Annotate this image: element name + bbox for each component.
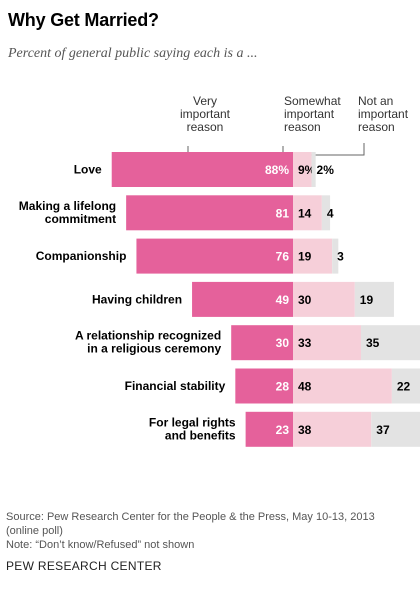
category-label: Making a lifelong commitment bbox=[19, 199, 116, 226]
legend-label-0: Very important reason bbox=[180, 94, 231, 134]
data-label: 30 bbox=[276, 336, 290, 350]
data-label: 3 bbox=[337, 250, 344, 264]
data-label: 33 bbox=[298, 336, 312, 350]
bar-segment-not bbox=[321, 195, 331, 231]
bar-segment-not bbox=[354, 281, 394, 317]
data-label: 88% bbox=[265, 163, 289, 177]
chart-subtitle: Percent of general public saying each is… bbox=[8, 46, 258, 61]
category-label: Love bbox=[74, 163, 102, 177]
bar-segment-somewhat bbox=[293, 411, 372, 447]
data-label: 30 bbox=[298, 293, 312, 307]
data-label: 9% bbox=[298, 163, 316, 177]
bar-segment-very bbox=[126, 195, 293, 231]
bar-segment-very bbox=[235, 368, 293, 404]
legend-leader-not bbox=[300, 143, 365, 156]
data-label: 22 bbox=[397, 380, 411, 394]
legend-label-2: Not an important reason bbox=[358, 94, 409, 134]
note: Note: “Don’t know/Refused” not shown bbox=[6, 539, 195, 551]
data-label: 76 bbox=[276, 250, 290, 264]
category-label: Companionship bbox=[36, 249, 127, 263]
source-line-1: Source: Pew Research Center for the Peop… bbox=[6, 511, 375, 523]
bar-segment-very bbox=[245, 411, 293, 447]
data-label: 19 bbox=[360, 293, 374, 307]
footer-credit: PEW RESEARCH CENTER bbox=[6, 559, 162, 573]
bar-segment-somewhat bbox=[293, 238, 333, 274]
category-label: For legal rights and benefits bbox=[149, 415, 236, 442]
data-label: 37 bbox=[376, 423, 390, 437]
bar-segment-somewhat bbox=[293, 368, 392, 404]
data-label: 28 bbox=[276, 380, 290, 394]
bar-segment-somewhat bbox=[293, 325, 361, 361]
category-label: A relationship recognized in a religious … bbox=[75, 329, 222, 356]
bar-segment-not bbox=[360, 325, 420, 361]
source-line-2: (online poll) bbox=[6, 525, 63, 537]
data-label: 19 bbox=[298, 250, 312, 264]
bar-segment-somewhat bbox=[293, 152, 312, 187]
data-label: 23 bbox=[276, 423, 290, 437]
data-label: 4 bbox=[327, 206, 334, 220]
legend-label-1: Somewhat important reason bbox=[284, 94, 341, 134]
bar-segment-not bbox=[332, 238, 339, 274]
bar-segment-somewhat bbox=[293, 281, 355, 317]
bar-segment-not bbox=[371, 411, 420, 447]
data-label: 2% bbox=[317, 163, 335, 177]
bar-segment-somewhat bbox=[293, 195, 322, 231]
bar-segment-very bbox=[136, 238, 293, 274]
bar-segment-not bbox=[391, 368, 420, 404]
chart-title: Why Get Married? bbox=[8, 10, 159, 30]
bar-segment-very bbox=[192, 281, 293, 317]
category-label: Having children bbox=[92, 292, 182, 306]
data-label: 35 bbox=[366, 336, 380, 350]
category-label: Financial stability bbox=[125, 379, 226, 393]
bar-segment-very bbox=[111, 152, 293, 187]
bar-segment-not bbox=[311, 152, 316, 187]
bar-segment-very bbox=[231, 325, 293, 361]
data-label: 14 bbox=[298, 206, 312, 220]
data-label: 38 bbox=[298, 423, 312, 437]
data-label: 81 bbox=[276, 206, 290, 220]
data-label: 49 bbox=[276, 293, 290, 307]
data-label: 48 bbox=[298, 380, 312, 394]
